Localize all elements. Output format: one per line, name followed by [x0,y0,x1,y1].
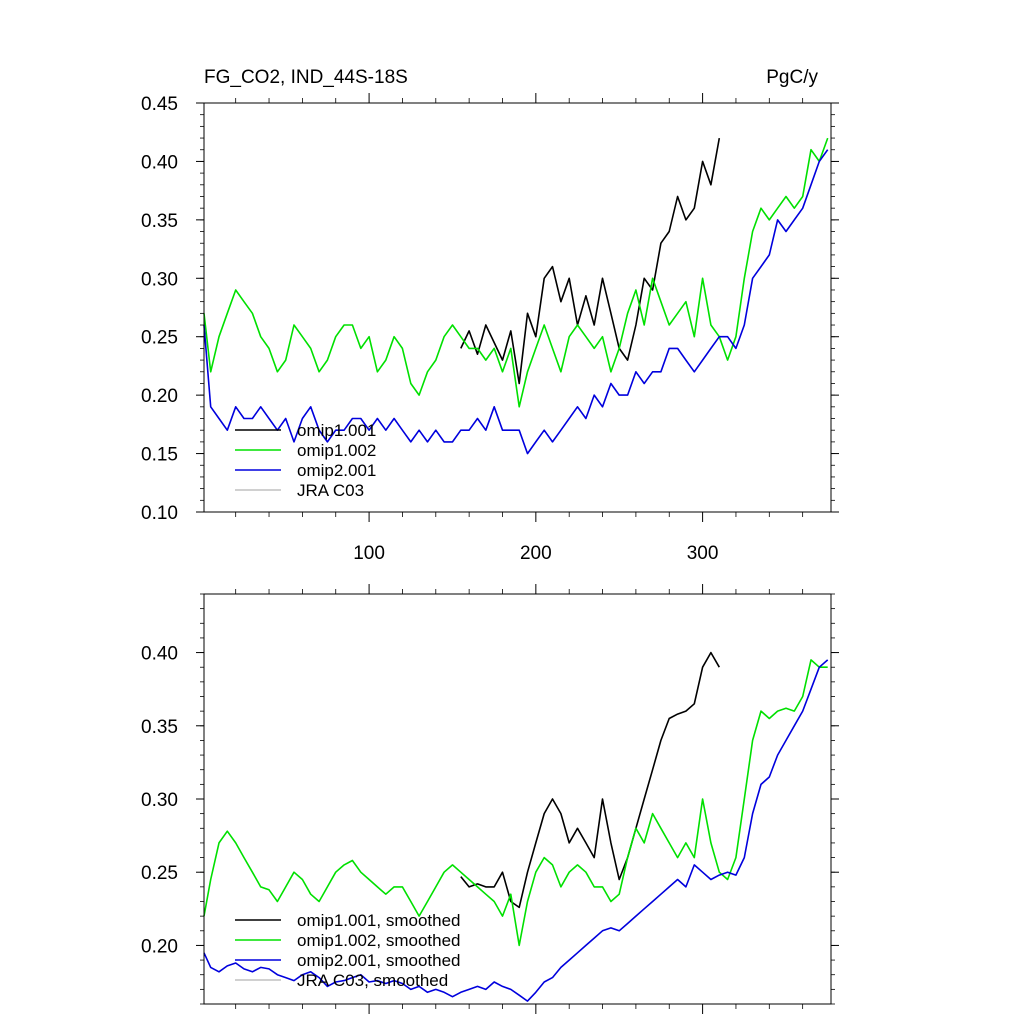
top-legend-label-2: omip2.001 [297,461,376,480]
top-y-tick-label: 0.10 [141,503,178,524]
top-series-line-0 [460,137,721,385]
bottom-y-tick-label: 0.25 [141,863,178,884]
top-legend-label-0: omip1.001 [297,421,376,440]
bottom-series-line-2 [203,659,829,1002]
bottom-y-tick-label: 0.20 [141,936,178,957]
bottom-series-group [203,651,829,1002]
bottom-legend-label-0: omip1.001, smoothed [297,911,461,930]
top-x-tick-label: 200 [520,543,552,564]
top-y-tick-label: 0.25 [141,328,178,349]
bottom-panel: 0.20 0.25 0.30 0.35 0.40 omip1.001, smoothed… [141,584,839,1014]
top-legend-label-3: JRA C03 [297,481,364,500]
top-y-tick-label: 0.30 [141,269,178,290]
bottom-legend-label-3: JRA C03, smoothed [297,971,448,990]
top-axes-group: 0.10 0.15 0.20 0.25 0.30 0.35 0.40 0.45 100 200 30… [141,93,839,564]
top-series-line-1 [203,137,829,408]
top-y-tick-label: 0.20 [141,386,178,407]
top-y-tick-label: 0.35 [141,211,178,232]
bottom-axes-group: 0.20 0.25 0.30 0.35 0.40 [141,584,839,1014]
top-y-tick-label: 0.40 [141,152,178,173]
bottom-legend-label-1: omip1.002, smoothed [297,931,461,950]
bottom-y-tick-label: 0.30 [141,790,178,811]
top-series-group [203,137,829,455]
bottom-y-tick-label: 0.40 [141,644,178,665]
top-x-tick-label: 300 [687,543,719,564]
top-y-tick-label: 0.45 [141,94,178,115]
bottom-series-line-0 [460,651,720,909]
top-panel-title: FG_CO2, IND_44S-18S [204,67,408,88]
top-panel: FG_CO2, IND_44S-18S PgC/y 0.100.150.200.… [141,67,839,564]
top-y-tick-label: 0.15 [141,445,178,466]
top-plot-frame [203,102,832,513]
top-series-line-2 [203,149,829,455]
top-legend-label-1: omip1.002 [297,441,376,460]
bottom-series-line-1 [203,659,828,947]
bottom-plot-frame [203,593,832,1005]
bottom-legend-label-2: omip2.001, smoothed [297,951,461,970]
top-panel-units: PgC/y [766,67,818,88]
bottom-y-tick-label: 0.35 [141,717,178,738]
top-x-tick-label: 100 [353,543,385,564]
